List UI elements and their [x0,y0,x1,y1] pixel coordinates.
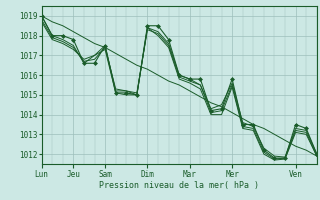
X-axis label: Pression niveau de la mer( hPa ): Pression niveau de la mer( hPa ) [99,181,259,190]
